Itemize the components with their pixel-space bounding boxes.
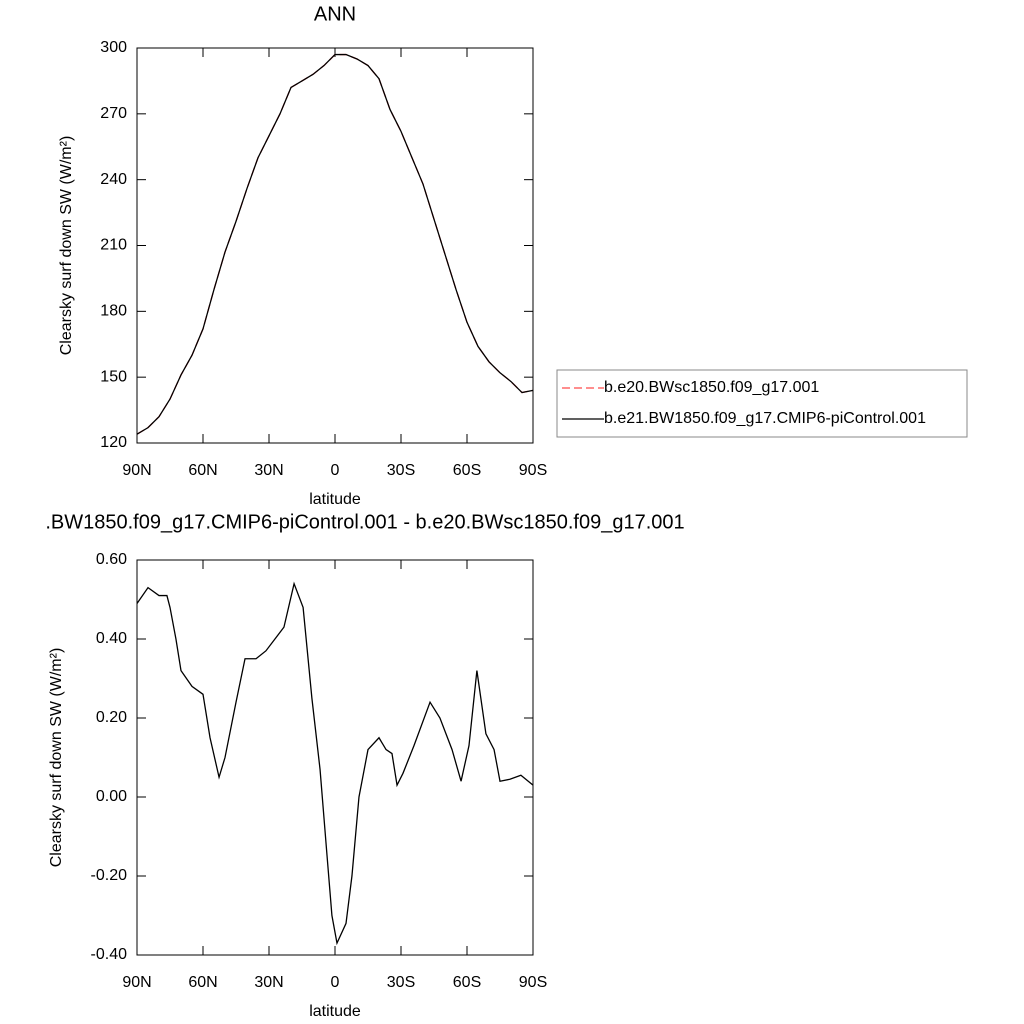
y-tick-label: 0.60 <box>96 551 127 568</box>
legend-label: b.e21.BW1850.f09_g17.CMIP6-piControl.001 <box>604 410 926 427</box>
x-tick-label: 30S <box>387 974 415 991</box>
y-tick-label: -0.40 <box>91 946 128 963</box>
x-tick-label: 30N <box>254 974 283 991</box>
x-tick-label: 30N <box>254 462 283 479</box>
chart-title: ANN <box>314 3 356 25</box>
y-tick-label: 150 <box>100 368 127 385</box>
x-tick-label: 60S <box>453 974 481 991</box>
y-tick-label: 240 <box>100 171 127 188</box>
y-tick-label: -0.20 <box>91 867 128 884</box>
y-tick-label: 270 <box>100 105 127 122</box>
chart-title: .BW1850.f09_g17.CMIP6-piControl.001 - b.… <box>45 511 684 533</box>
x-tick-label: 60N <box>188 462 217 479</box>
y-tick-label: 300 <box>100 39 127 56</box>
x-axis-label: latitude <box>309 1003 361 1020</box>
x-tick-label: 90N <box>122 462 151 479</box>
legend-box <box>556 369 968 438</box>
y-axis-label: Clearsky surf down SW (W/m²) <box>58 136 75 356</box>
legend-label: b.e20.BWsc1850.f09_g17.001 <box>604 379 819 396</box>
x-tick-label: 90N <box>122 974 151 991</box>
x-tick-label: 60S <box>453 462 481 479</box>
y-axis-label: Clearsky surf down SW (W/m²) <box>48 648 65 868</box>
x-tick-label: 90S <box>519 974 547 991</box>
data-line <box>136 581 534 946</box>
x-tick-label: 60N <box>188 974 217 991</box>
plot-frame <box>136 559 534 956</box>
x-tick-label: 0 <box>331 462 340 479</box>
y-tick-label: 0.20 <box>96 709 127 726</box>
data-line <box>136 53 534 435</box>
y-tick-label: 0.40 <box>96 630 127 647</box>
plot-frame <box>136 47 534 444</box>
data-line <box>136 53 534 435</box>
y-tick-label: 120 <box>100 434 127 451</box>
y-tick-label: 210 <box>100 237 127 254</box>
x-tick-label: 30S <box>387 462 415 479</box>
y-tick-label: 0.00 <box>96 788 127 805</box>
x-axis-label: latitude <box>309 491 361 508</box>
x-tick-label: 0 <box>331 974 340 991</box>
x-tick-label: 90S <box>519 462 547 479</box>
y-tick-label: 180 <box>100 303 127 320</box>
